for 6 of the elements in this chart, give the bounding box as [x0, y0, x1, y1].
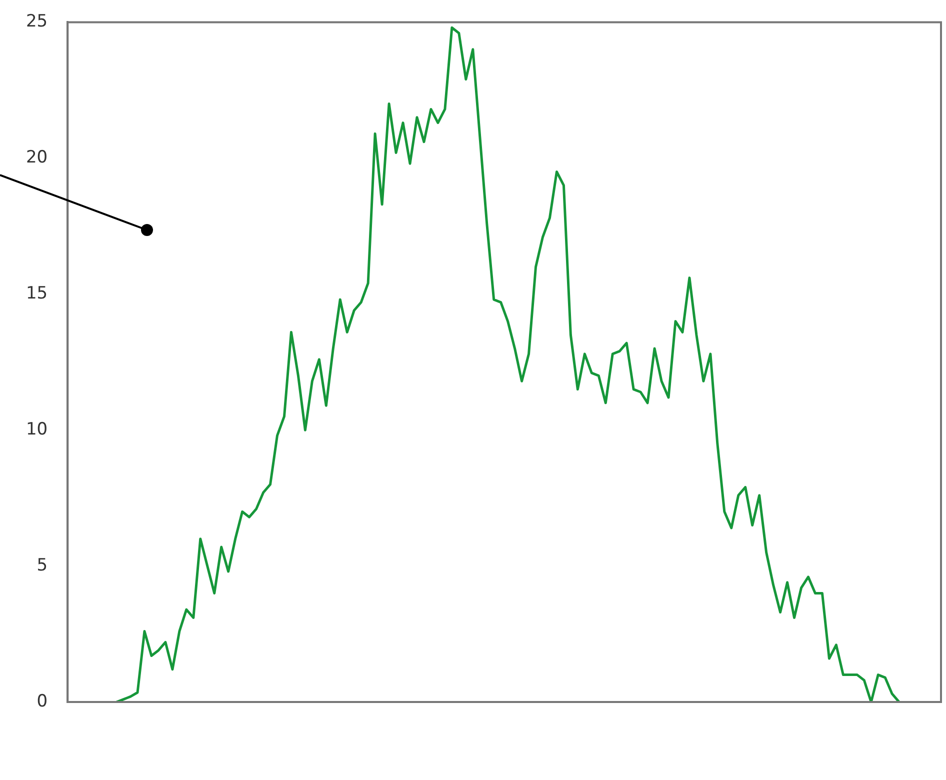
y-tick-label: 10: [26, 420, 48, 440]
y-tick-label: 5: [36, 555, 48, 576]
y-tick-label: 15: [26, 284, 48, 304]
y-tick-label: 20: [26, 148, 48, 168]
y-tick-label: 0: [36, 691, 48, 712]
y-tick-label: 25: [26, 12, 48, 32]
